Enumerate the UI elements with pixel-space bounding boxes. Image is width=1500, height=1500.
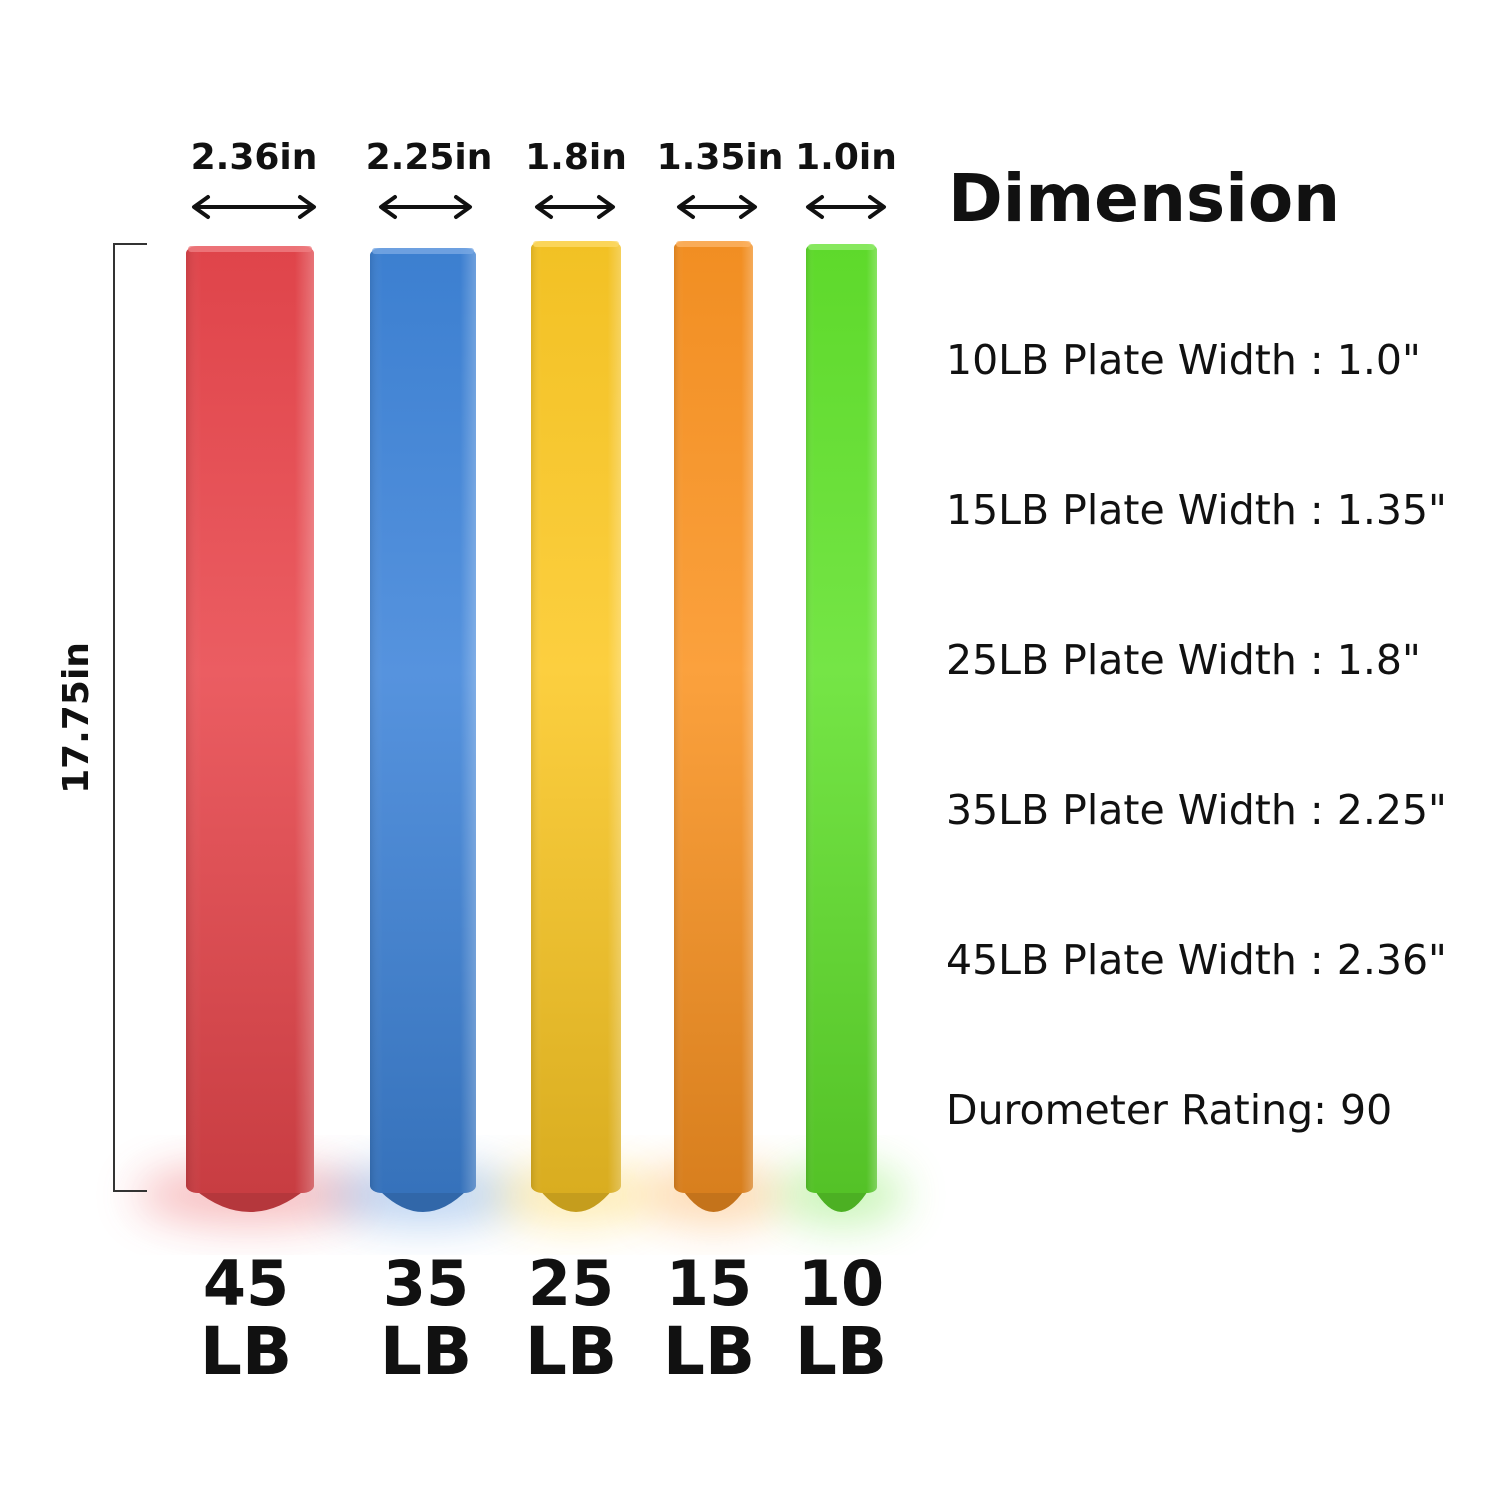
plate-25lb — [531, 241, 621, 1212]
width-label-45lb: 2.36in — [190, 137, 318, 178]
plate-base-reflection — [682, 1189, 745, 1212]
weight-number: 35 — [382, 1247, 470, 1320]
plate-group — [186, 241, 877, 1212]
plate-10lb — [806, 244, 877, 1212]
width-arrow-15lb — [677, 195, 757, 219]
plate-sheen — [806, 244, 877, 1193]
plate-top-edge — [808, 244, 875, 250]
plate-sheen — [531, 241, 621, 1193]
width-arrow-45lb — [192, 195, 316, 219]
spec-15lb-width: 15LB Plate Width : 1.35" — [946, 486, 1447, 534]
weight-number: 10 — [797, 1247, 885, 1320]
weight-number: 45 — [202, 1247, 290, 1320]
plate-top-edge — [533, 241, 619, 247]
weight-number: 15 — [665, 1247, 753, 1320]
weight-unit: LB — [379, 1313, 473, 1390]
plate-top-edge — [676, 241, 751, 247]
plate-sheen — [186, 246, 314, 1193]
plate-45lb — [186, 246, 314, 1212]
weight-unit: LB — [662, 1313, 756, 1390]
plate-base-reflection — [814, 1189, 869, 1212]
width-label-25lb: 1.8in — [525, 137, 627, 178]
plate-base-reflection — [539, 1189, 613, 1212]
dimension-title: Dimension — [948, 160, 1341, 237]
weight-label-35lb: 35 LB — [346, 1251, 506, 1387]
width-label-15lb: 1.35in — [656, 137, 784, 178]
width-arrow-25lb — [535, 195, 615, 219]
plate-15lb — [674, 241, 753, 1212]
spec-45lb-width: 45LB Plate Width : 2.36" — [946, 936, 1447, 984]
width-arrow-10lb — [806, 195, 886, 219]
spec-35lb-width: 35LB Plate Width : 2.25" — [946, 786, 1447, 834]
width-label-10lb: 1.0in — [795, 137, 897, 178]
weight-unit: LB — [794, 1313, 888, 1390]
height-bracket — [113, 243, 147, 1192]
plate-base-reflection — [378, 1189, 468, 1212]
spec-durometer-rating: Durometer Rating: 90 — [946, 1086, 1393, 1134]
weight-number: 25 — [527, 1247, 615, 1320]
plate-top-edge — [188, 246, 312, 252]
plate-top-edge — [372, 248, 474, 254]
weight-label-45lb: 45 LB — [166, 1251, 326, 1387]
weight-label-10lb: 10 LB — [761, 1251, 921, 1387]
plate-sheen — [370, 248, 476, 1193]
width-arrow-35lb — [379, 195, 472, 219]
spec-10lb-width: 10LB Plate Width : 1.0" — [946, 336, 1421, 384]
height-label: 17.75in — [56, 642, 97, 794]
width-label-35lb: 2.25in — [365, 137, 493, 178]
spec-25lb-width: 25LB Plate Width : 1.8" — [946, 636, 1421, 684]
weight-unit: LB — [524, 1313, 618, 1390]
weight-label-25lb: 25 LB — [491, 1251, 651, 1387]
plate-base-reflection — [194, 1189, 306, 1212]
width-arrow-group — [192, 195, 886, 219]
plate-sheen — [674, 241, 753, 1193]
weight-unit: LB — [199, 1313, 293, 1390]
plate-35lb — [370, 248, 476, 1212]
weight-label-15lb: 15 LB — [629, 1251, 789, 1387]
